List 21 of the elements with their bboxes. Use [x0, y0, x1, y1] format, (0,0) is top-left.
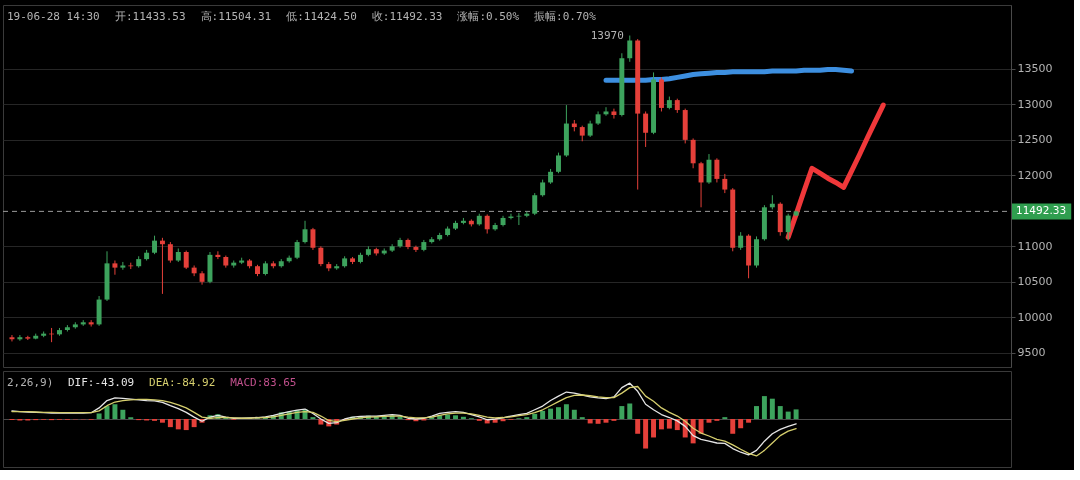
y-tick-label: 11000 [1017, 239, 1053, 253]
annotation: 振幅:0.70% [534, 10, 597, 23]
y-tick-label: 13000 [1017, 97, 1053, 111]
y-tick-label: 12000 [1017, 168, 1053, 182]
y-tick-label: 10000 [1017, 310, 1053, 324]
annotation: 13970 [590, 28, 624, 42]
series-label: DEA:-84.92 [149, 376, 216, 389]
series-label: DIF:-43.09 [67, 376, 135, 389]
ref-line-label: 11492.33 [1016, 204, 1067, 217]
y-tick-label: 13500 [1017, 62, 1053, 76]
annotation: 收:11492.33 [371, 10, 443, 23]
y-tick-label: 10500 [1017, 275, 1053, 289]
y-tick-label: 12500 [1017, 133, 1053, 147]
annotation: 低:11424.50 [286, 10, 357, 23]
series-label: MACD:83.65 [230, 376, 297, 389]
y-tick-label: 9500 [1017, 346, 1046, 360]
annotation: 涨幅:0.50% [457, 10, 520, 23]
annotation: 2,26,9) [7, 376, 54, 389]
annotation: 高:11504.31 [200, 10, 272, 23]
annotation: 开:11433.53 [114, 10, 186, 23]
annotation: 19-06-28 14:30 [7, 10, 100, 23]
